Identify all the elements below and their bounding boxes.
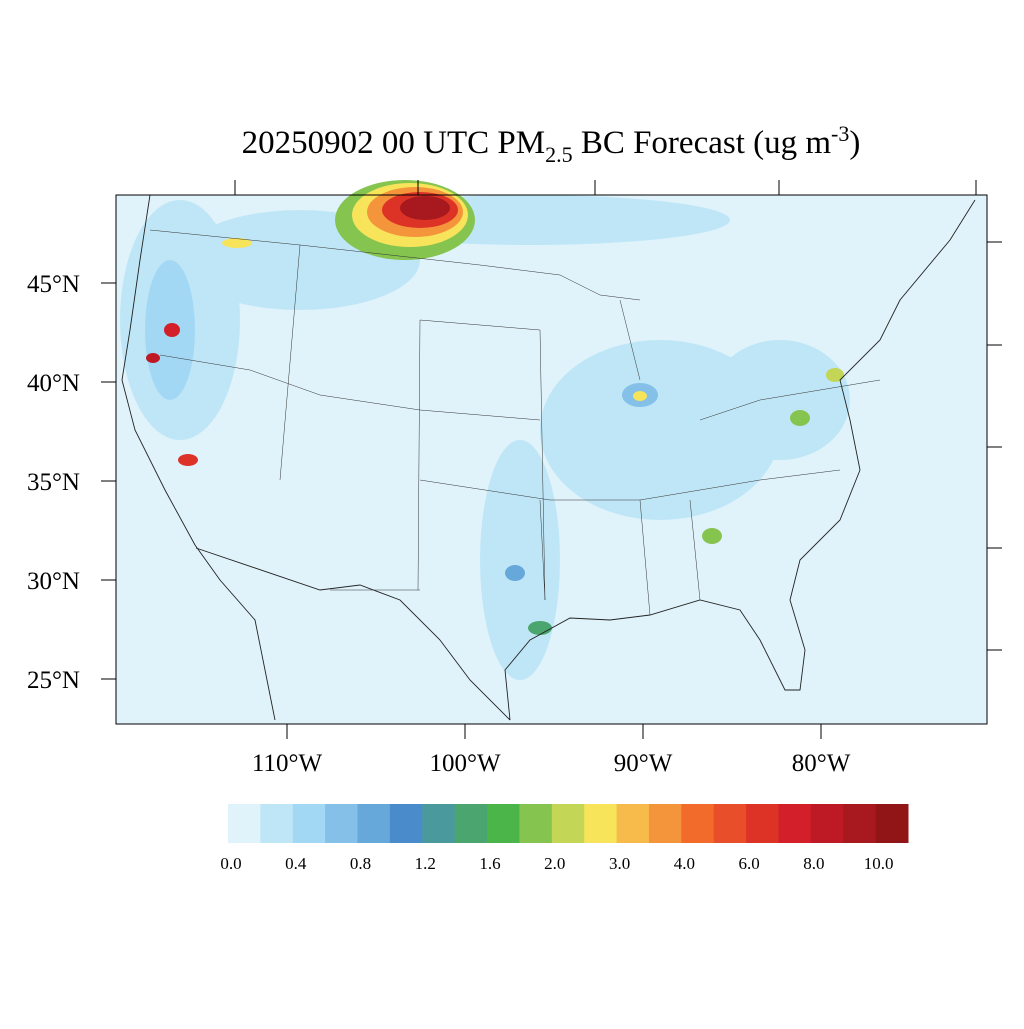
title-part: -3 bbox=[831, 121, 849, 146]
colorbar-label: 1.6 bbox=[479, 854, 500, 873]
colorbar-box bbox=[228, 804, 261, 843]
colorbar-label: 0.8 bbox=[350, 854, 371, 873]
concentration-field bbox=[120, 180, 850, 680]
colorbar-box bbox=[551, 804, 585, 843]
colorbar-box bbox=[746, 804, 779, 843]
colorbar-box bbox=[875, 804, 909, 843]
map-title: 20250902 00 UTC PM2.5 BC Forecast (ug m-… bbox=[242, 121, 861, 167]
lat-label: 30°N bbox=[27, 568, 80, 595]
colorbar-box bbox=[713, 804, 747, 843]
lon-label: 80°W bbox=[792, 750, 851, 777]
colorbar-box bbox=[487, 804, 520, 843]
lat-label: 40°N bbox=[27, 370, 80, 397]
colorbar-label: 10.0 bbox=[864, 854, 894, 873]
frame-ticks bbox=[101, 180, 1002, 739]
border-lines bbox=[149, 229, 881, 616]
title-part: 2.5 bbox=[545, 142, 573, 167]
colorbar-box bbox=[810, 804, 844, 843]
colorbar-label: 0.4 bbox=[285, 854, 307, 873]
title-part: 20250902 00 UTC PM bbox=[242, 125, 545, 161]
colorbar-label: 2.0 bbox=[544, 854, 565, 873]
colorbar-label: 6.0 bbox=[738, 854, 759, 873]
colorbar-box bbox=[325, 804, 359, 843]
lon-label: 100°W bbox=[429, 750, 500, 777]
lat-label: 25°N bbox=[27, 667, 80, 694]
colorbar-label: 1.2 bbox=[415, 854, 436, 873]
colorbar-label: 8.0 bbox=[803, 854, 824, 873]
coastline bbox=[121, 194, 976, 721]
colorbar-box bbox=[648, 804, 682, 843]
lon-label: 90°W bbox=[614, 750, 673, 777]
colorbar-box bbox=[357, 804, 391, 843]
colorbar-box bbox=[584, 804, 618, 843]
colorbar-box bbox=[843, 804, 877, 843]
colorbar-box bbox=[422, 804, 456, 843]
colorbar-label: 0.0 bbox=[220, 854, 241, 873]
map bbox=[101, 180, 1002, 739]
colorbar-box bbox=[778, 804, 812, 843]
axis-labels: 45°N 40°N 35°N 30°N 25°N 110°W 100°W 90°W 80°W bbox=[27, 271, 851, 777]
colorbar-label: 4.0 bbox=[674, 854, 695, 873]
lat-label: 35°N bbox=[27, 469, 80, 496]
title-part: BC Forecast (ug m bbox=[573, 125, 832, 161]
lat-label: 45°N bbox=[27, 271, 80, 298]
colorbar-box bbox=[519, 804, 553, 843]
colorbar-label: 3.0 bbox=[609, 854, 630, 873]
lon-label: 110°W bbox=[252, 750, 323, 777]
title-part: ) bbox=[849, 125, 860, 161]
colorbar: 0.0 0.4 0.8 1.2 1.6 2.0 3.0 4.0 6.0 8.0 10.0 bbox=[220, 804, 909, 873]
colorbar-box bbox=[454, 804, 488, 843]
colorbar-box bbox=[260, 804, 294, 843]
map-frame bbox=[115, 194, 988, 725]
colorbar-box bbox=[292, 804, 326, 843]
colorbar-box bbox=[616, 804, 650, 843]
colorbar-box bbox=[681, 804, 715, 843]
colorbar-box bbox=[389, 804, 423, 843]
